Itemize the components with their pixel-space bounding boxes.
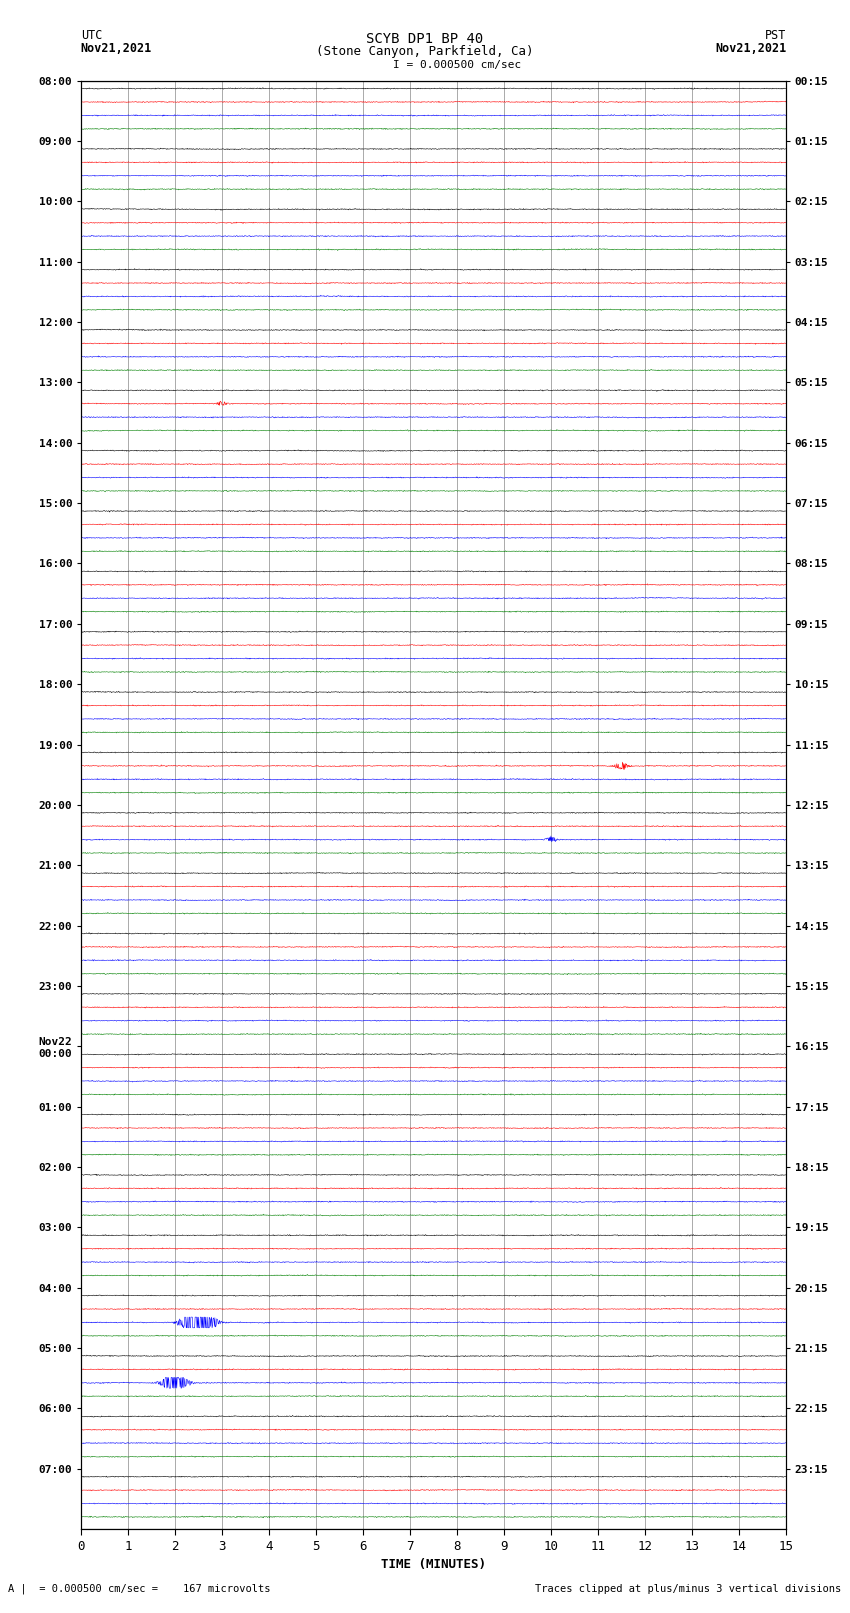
Text: I = 0.000500 cm/sec: I = 0.000500 cm/sec — [393, 60, 521, 69]
Text: Nov21,2021: Nov21,2021 — [715, 42, 786, 55]
Text: Traces clipped at plus/minus 3 vertical divisions: Traces clipped at plus/minus 3 vertical … — [536, 1584, 842, 1594]
Text: SCYB DP1 BP 40: SCYB DP1 BP 40 — [366, 32, 484, 47]
Text: Nov21,2021: Nov21,2021 — [81, 42, 152, 55]
Text: (Stone Canyon, Parkfield, Ca): (Stone Canyon, Parkfield, Ca) — [316, 45, 534, 58]
X-axis label: TIME (MINUTES): TIME (MINUTES) — [381, 1558, 486, 1571]
Text: UTC: UTC — [81, 29, 102, 42]
Text: A |  = 0.000500 cm/sec =    167 microvolts: A | = 0.000500 cm/sec = 167 microvolts — [8, 1582, 271, 1594]
Text: PST: PST — [765, 29, 786, 42]
